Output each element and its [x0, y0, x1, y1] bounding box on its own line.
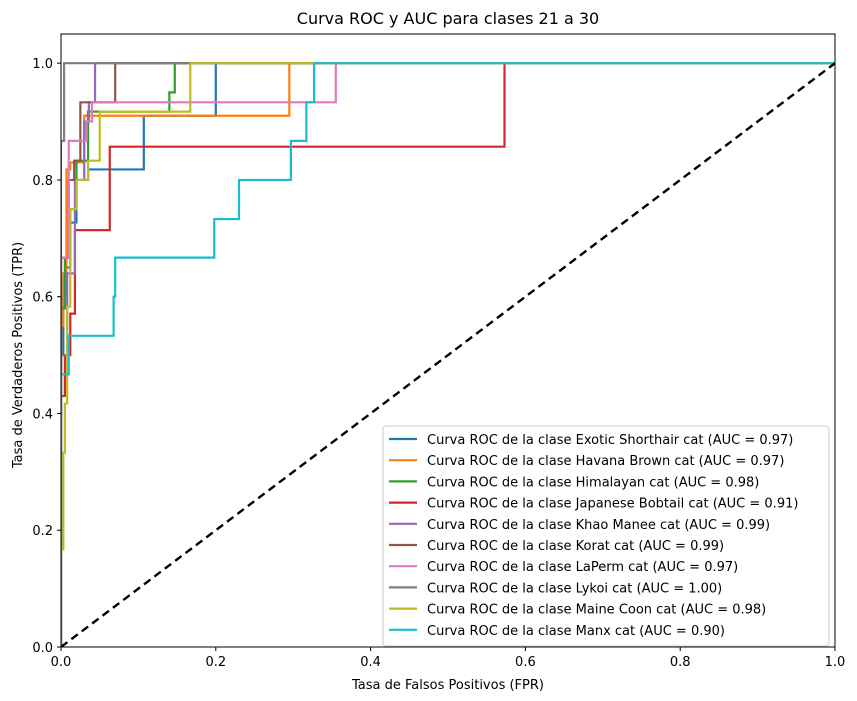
legend-entry: Curva ROC de la clase Maine Coon cat (AU… — [427, 603, 766, 618]
y-tick-label: 0.2 — [32, 524, 53, 539]
x-tick-label: 0.0 — [51, 655, 72, 670]
y-axis-label: Tasa de Verdaderos Positivos (TPR) — [11, 242, 26, 469]
roc-series-line-10 — [61, 62, 835, 647]
y-tick-label: 0.0 — [32, 641, 53, 656]
legend-entry: Curva ROC de la clase Lykoi cat (AUC = 1… — [427, 581, 722, 596]
legend-entry: Curva ROC de la clase Exotic Shorthair c… — [427, 433, 793, 448]
legend-entry: Curva ROC de la clase Japanese Bobtail c… — [427, 497, 798, 512]
legend-entry: Curva ROC de la clase Khao Manee cat (AU… — [427, 518, 770, 533]
chance-diagonal-line — [61, 62, 835, 647]
x-tick-label: 1.0 — [825, 655, 846, 670]
legend-entry: Curva ROC de la clase LaPerm cat (AUC = … — [427, 560, 738, 575]
x-tick-label: 0.6 — [515, 655, 536, 670]
legend-entry: Curva ROC de la clase Korat cat (AUC = 0… — [427, 539, 724, 554]
legend-entry: Curva ROC de la clase Manx cat (AUC = 0.… — [427, 624, 725, 639]
y-tick-label: 1.0 — [32, 57, 53, 72]
y-tick-label: 0.8 — [32, 174, 53, 189]
axes-frame — [60, 33, 836, 648]
y-tick-label: 0.4 — [32, 407, 53, 422]
roc-series-line-7 — [61, 62, 835, 647]
x-axis-label: Tasa de Falsos Positivos (FPR) — [351, 678, 544, 693]
roc-series-line-2 — [61, 62, 835, 647]
legend-entry: Curva ROC de la clase Himalayan cat (AUC… — [427, 475, 759, 490]
legend: Curva ROC de la clase Exotic Shorthair c… — [382, 425, 830, 647]
series-group — [61, 62, 835, 647]
roc-series-line-9 — [61, 62, 835, 647]
x-tick-label: 0.8 — [670, 655, 691, 670]
legend-box — [382, 425, 830, 647]
roc-series-line-4 — [61, 62, 835, 647]
chart-title: Curva ROC y AUC para clases 21 a 30 — [297, 9, 599, 28]
plot-area — [60, 33, 836, 648]
y-tick-label: 0.6 — [32, 291, 53, 306]
x-tick-label: 0.2 — [205, 655, 226, 670]
y-axis-ticks: 0.0 0.2 0.4 0.6 0.8 1.0 — [32, 57, 61, 656]
legend-entry: Curva ROC de la clase Havana Brown cat (… — [427, 454, 784, 469]
x-tick-label: 0.4 — [360, 655, 381, 670]
x-axis-ticks: 0.0 0.2 0.4 0.6 0.8 1.0 — [51, 647, 846, 670]
